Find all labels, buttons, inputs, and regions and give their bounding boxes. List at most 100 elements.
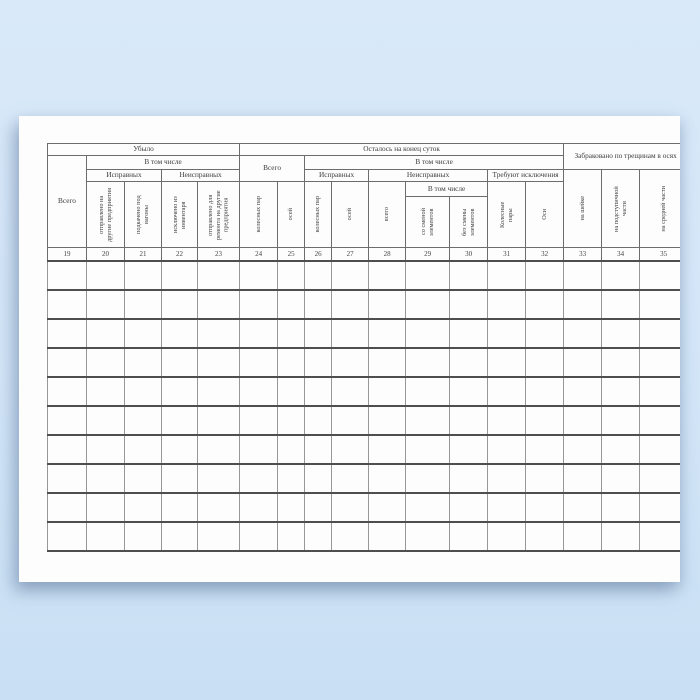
empty-cell bbox=[86, 317, 125, 349]
empty-cell bbox=[525, 288, 565, 320]
empty-cell bbox=[239, 433, 279, 465]
empty-cell bbox=[304, 433, 333, 465]
paper-sheet: Убыло Осталось на конец суток Забракован… bbox=[19, 116, 680, 582]
col-number-19: 19 bbox=[47, 247, 87, 262]
empty-cell bbox=[331, 346, 370, 378]
empty-cell bbox=[124, 520, 162, 552]
empty-cell bbox=[124, 404, 162, 436]
empty-cell bbox=[331, 288, 370, 320]
empty-cell bbox=[449, 491, 489, 523]
empty-cell bbox=[239, 288, 279, 320]
empty-cell bbox=[161, 462, 198, 494]
col-32-cell: Оси bbox=[525, 181, 565, 248]
column-number-row: 19 20 21 22 23 24 25 26 27 28 29 30 31 3… bbox=[47, 247, 680, 262]
empty-cell bbox=[525, 375, 565, 407]
empty-cell bbox=[405, 491, 451, 523]
empty-cell bbox=[124, 462, 162, 494]
empty-cell bbox=[639, 491, 680, 523]
empty-cell bbox=[161, 259, 198, 291]
empty-cell bbox=[639, 259, 680, 291]
table-row bbox=[47, 520, 680, 552]
empty-cell bbox=[601, 317, 641, 349]
header-row-condition: Исправных Неисправных Исправных Неисправ… bbox=[48, 169, 680, 248]
empty-cell bbox=[487, 375, 527, 407]
empty-cell bbox=[601, 433, 641, 465]
empty-cell bbox=[196, 288, 241, 320]
empty-cell bbox=[487, 462, 527, 494]
empty-cell bbox=[563, 375, 603, 407]
empty-cell bbox=[405, 259, 451, 291]
empty-cell bbox=[86, 288, 125, 320]
col-27-cell: осей bbox=[331, 181, 370, 248]
empty-cell bbox=[304, 491, 333, 523]
empty-cell bbox=[239, 346, 279, 378]
empty-cell bbox=[161, 346, 198, 378]
empty-cell bbox=[368, 491, 407, 523]
col-33-label: на шейке bbox=[578, 196, 586, 221]
empty-cell bbox=[86, 346, 125, 378]
empty-cell bbox=[47, 404, 87, 436]
empty-cell bbox=[161, 520, 198, 552]
col-number-31: 31 bbox=[487, 247, 527, 262]
empty-cell bbox=[239, 375, 279, 407]
col-number-27: 27 bbox=[331, 247, 370, 262]
empty-cell bbox=[563, 404, 603, 436]
col-number-34: 34 bbox=[601, 247, 641, 262]
empty-cell bbox=[277, 433, 306, 465]
col-20-cell: отправлено на другие предприятия bbox=[86, 181, 125, 248]
empty-cell bbox=[368, 433, 407, 465]
empty-cell bbox=[124, 317, 162, 349]
col-28-label: всего bbox=[383, 207, 391, 222]
empty-cell bbox=[124, 491, 162, 523]
empty-cell bbox=[449, 404, 489, 436]
empty-cell bbox=[487, 491, 527, 523]
empty-cell bbox=[563, 317, 603, 349]
empty-cell bbox=[639, 288, 680, 320]
col-24-label: колесных пар bbox=[254, 196, 262, 233]
group-ispravnykh-ubylo: Исправных bbox=[86, 169, 162, 182]
empty-cell bbox=[239, 462, 279, 494]
empty-cell bbox=[449, 375, 489, 407]
empty-cell bbox=[639, 375, 680, 407]
empty-cell bbox=[563, 346, 603, 378]
col-26-label: колесных пар bbox=[314, 196, 322, 233]
col-22-cell: исключено из инвентаря bbox=[161, 181, 198, 248]
group-ispravnykh-ostalos: Исправных bbox=[304, 169, 370, 182]
empty-rows bbox=[47, 259, 680, 552]
empty-cell bbox=[601, 491, 641, 523]
empty-cell bbox=[487, 288, 527, 320]
col-35-label: на средней части bbox=[659, 185, 667, 232]
empty-cell bbox=[449, 259, 489, 291]
empty-cell bbox=[405, 288, 451, 320]
col-34-label: на подступичной части bbox=[612, 185, 628, 232]
col-20-label: отправлено на другие предприятия bbox=[97, 187, 113, 242]
empty-cell bbox=[601, 520, 641, 552]
col-number-25: 25 bbox=[277, 247, 306, 262]
empty-cell bbox=[487, 433, 527, 465]
empty-cell bbox=[196, 520, 241, 552]
col-number-32: 32 bbox=[525, 247, 565, 262]
empty-cell bbox=[601, 259, 641, 291]
empty-cell bbox=[405, 462, 451, 494]
col-21-label: подкачено под вагоны bbox=[135, 195, 150, 234]
empty-cell bbox=[47, 346, 87, 378]
empty-cell bbox=[449, 346, 489, 378]
empty-cell bbox=[277, 520, 306, 552]
col-21-cell: подкачено под вагоны bbox=[124, 181, 162, 248]
empty-cell bbox=[639, 317, 680, 349]
empty-cell bbox=[487, 404, 527, 436]
empty-cell bbox=[47, 433, 87, 465]
col-number-20: 20 bbox=[86, 247, 125, 262]
empty-cell bbox=[639, 462, 680, 494]
empty-cell bbox=[239, 491, 279, 523]
col-22-label: исключено из инвентаря bbox=[171, 196, 187, 233]
empty-cell bbox=[196, 433, 241, 465]
empty-cell bbox=[525, 317, 565, 349]
empty-cell bbox=[277, 404, 306, 436]
empty-cell bbox=[277, 317, 306, 349]
header-row-element-change: со сменой элементов без смены элементов bbox=[48, 196, 681, 248]
empty-cell bbox=[368, 462, 407, 494]
empty-cell bbox=[161, 317, 198, 349]
empty-cell bbox=[368, 259, 407, 291]
empty-cell bbox=[563, 433, 603, 465]
